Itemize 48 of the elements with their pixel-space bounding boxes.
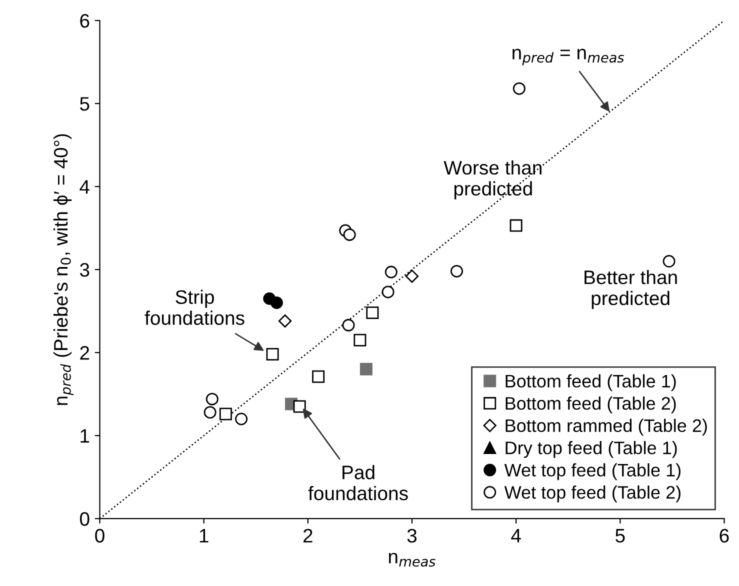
point (342, 318, 355, 332)
point (270, 296, 283, 310)
x-tick-label: 6 (720, 528, 729, 543)
point (512, 82, 526, 95)
point (235, 412, 248, 426)
point (450, 264, 463, 278)
y-tick-label: 5 (80, 97, 90, 111)
point (278, 314, 292, 328)
legend-label: Wet top feed (Table 1) (504, 463, 680, 480)
point (405, 270, 419, 283)
annotation: Pad foundations (308, 465, 408, 500)
legend-label: Wet top feed (Table 2) (504, 486, 680, 502)
point (382, 286, 394, 298)
annotation: Better than predicted (584, 270, 677, 310)
point (360, 362, 372, 376)
point (206, 392, 218, 406)
x-tick-label: 3 (407, 528, 417, 543)
point (662, 255, 676, 268)
y-tick-label: 0 (80, 512, 90, 526)
annotation: n$_{pred}$ = n$_{meas}$ (512, 48, 624, 66)
point (384, 266, 398, 278)
annotation: Strip foundations (144, 290, 244, 325)
legend-label: Dry top feed (Table 1) (506, 441, 677, 458)
point (204, 406, 216, 419)
x-tick-label: 1 (200, 529, 208, 542)
y-tick-label: 4 (80, 180, 90, 194)
point (312, 370, 325, 383)
point (510, 219, 522, 232)
y-tick-label: 6 (80, 14, 90, 28)
annotation: Worse than predicted (444, 160, 542, 200)
point (366, 306, 379, 319)
point (293, 400, 306, 413)
y-tick-label: 2 (80, 346, 90, 360)
x-tick-label: 0 (95, 528, 104, 543)
legend-label: Bottom feed (Table 1) (506, 374, 676, 392)
x-tick-label: 4 (511, 529, 521, 542)
point (266, 348, 279, 360)
y-tick-label: 3 (80, 263, 90, 277)
legend-label: Bottom feed (Table 2) (506, 396, 676, 414)
y-axis-title: n$_{pred}$ (Priebe's n$_{0}$, with ϕ′ = 40°) (53, 134, 74, 405)
x-tick-label: 5 (616, 529, 625, 543)
point (219, 408, 232, 420)
point (343, 228, 356, 241)
x-tick-label: 2 (303, 528, 312, 542)
point (354, 334, 366, 346)
x-axis-title: n$_{meas}$ (388, 552, 436, 567)
legend-label: Bottom rammed (Table 2) (506, 418, 707, 436)
y-tick-label: 1 (80, 429, 90, 443)
